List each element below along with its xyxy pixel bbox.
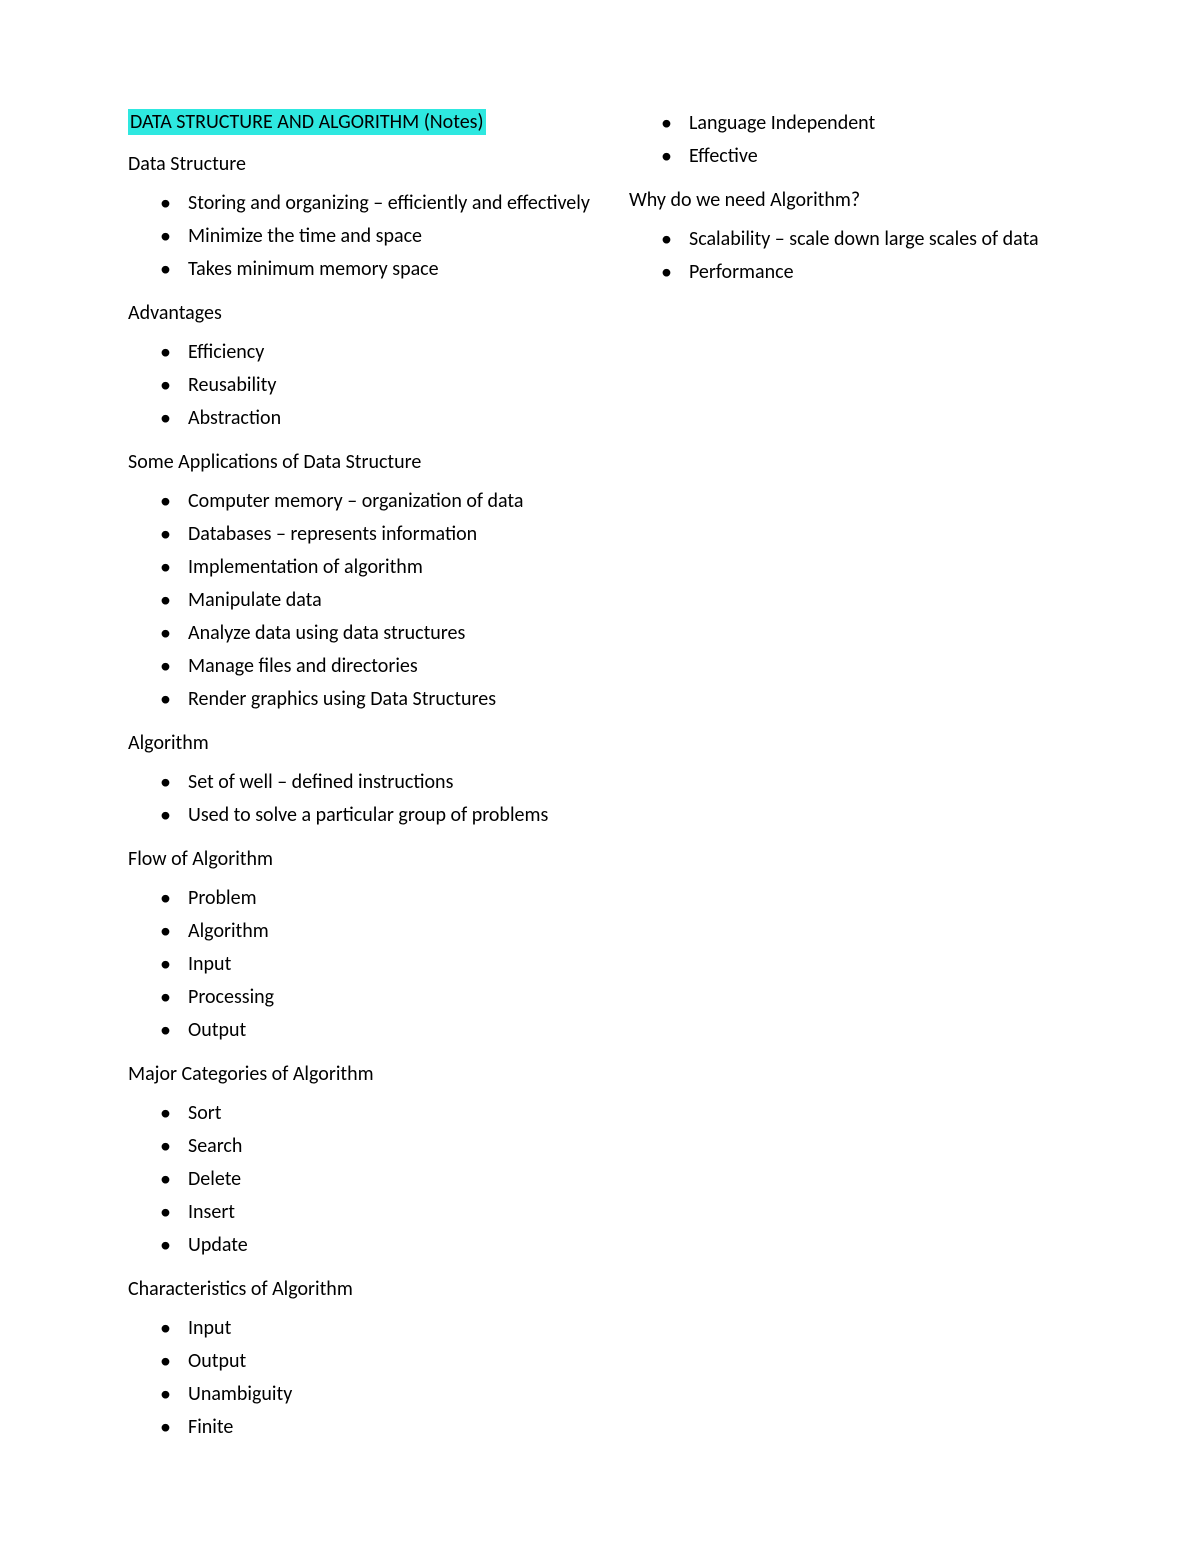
section-header: Advantages	[128, 301, 599, 325]
list-item: Reusability	[188, 372, 599, 399]
list-item: Computer memory – organization of data	[188, 488, 599, 515]
list-item: Algorithm	[188, 918, 599, 945]
document-title: DATA STRUCTURE AND ALGORITHM (Notes)	[128, 109, 486, 135]
list-item: Analyze data using data structures	[188, 620, 599, 647]
section-header: Flow of Algorithm	[128, 847, 599, 871]
section-header: Data Structure	[128, 152, 599, 176]
list-item: Storing and organizing – efficiently and…	[188, 190, 599, 217]
list-flow: Problem Algorithm Input Processing Outpu…	[128, 885, 599, 1044]
list-item: Output	[188, 1348, 599, 1375]
section-header: Major Categories of Algorithm	[128, 1062, 599, 1086]
section-advantages: Advantages Efficiency Reusability Abstra…	[128, 301, 599, 432]
section-applications: Some Applications of Data Structure Comp…	[128, 450, 599, 713]
section-data-structure: Data Structure Storing and organizing – …	[128, 152, 599, 283]
list-item: Effective	[689, 143, 1100, 170]
list-item: Unambiguity	[188, 1381, 599, 1408]
list-item: Minimize the time and space	[188, 223, 599, 250]
section-header: Characteristics of Algorithm	[128, 1277, 599, 1301]
list-item: Set of well – defined instructions	[188, 769, 599, 796]
list-item: Processing	[188, 984, 599, 1011]
list-item: Takes minimum memory space	[188, 256, 599, 283]
list-item: Output	[188, 1017, 599, 1044]
list-why-need: Scalability – scale down large scales of…	[629, 226, 1100, 286]
list-item: Implementation of algorithm	[188, 554, 599, 581]
list-item: Sort	[188, 1100, 599, 1127]
document-columns: DATA STRUCTURE AND ALGORITHM (Notes) Dat…	[128, 110, 1100, 1450]
list-item: Finite	[188, 1414, 599, 1441]
list-categories: Sort Search Delete Insert Update	[128, 1100, 599, 1259]
list-item: Databases – represents information	[188, 521, 599, 548]
list-item: Input	[188, 951, 599, 978]
section-header: Algorithm	[128, 731, 599, 755]
list-item: Scalability – scale down large scales of…	[689, 226, 1100, 253]
section-header: Why do we need Algorithm?	[629, 188, 1100, 212]
list-item: Input	[188, 1315, 599, 1342]
list-item: Manage files and directories	[188, 653, 599, 680]
list-applications: Computer memory – organization of data D…	[128, 488, 599, 713]
list-item: Language Independent	[689, 110, 1100, 137]
list-item: Search	[188, 1133, 599, 1160]
list-item: Problem	[188, 885, 599, 912]
list-item: Manipulate data	[188, 587, 599, 614]
section-why-need: Why do we need Algorithm? Scalability – …	[629, 188, 1100, 286]
list-item: Used to solve a particular group of prob…	[188, 802, 599, 829]
list-item: Efficiency	[188, 339, 599, 366]
list-item: Insert	[188, 1199, 599, 1226]
list-data-structure: Storing and organizing – efficiently and…	[128, 190, 599, 283]
section-algorithm: Algorithm Set of well – defined instruct…	[128, 731, 599, 829]
section-header: Some Applications of Data Structure	[128, 450, 599, 474]
list-item: Abstraction	[188, 405, 599, 432]
section-flow: Flow of Algorithm Problem Algorithm Inpu…	[128, 847, 599, 1044]
section-categories: Major Categories of Algorithm Sort Searc…	[128, 1062, 599, 1259]
title-block: DATA STRUCTURE AND ALGORITHM (Notes)	[128, 110, 599, 134]
list-algorithm: Set of well – defined instructions Used …	[128, 769, 599, 829]
list-item: Delete	[188, 1166, 599, 1193]
list-item: Render graphics using Data Structures	[188, 686, 599, 713]
list-item: Update	[188, 1232, 599, 1259]
list-advantages: Efficiency Reusability Abstraction	[128, 339, 599, 432]
list-item: Performance	[689, 259, 1100, 286]
